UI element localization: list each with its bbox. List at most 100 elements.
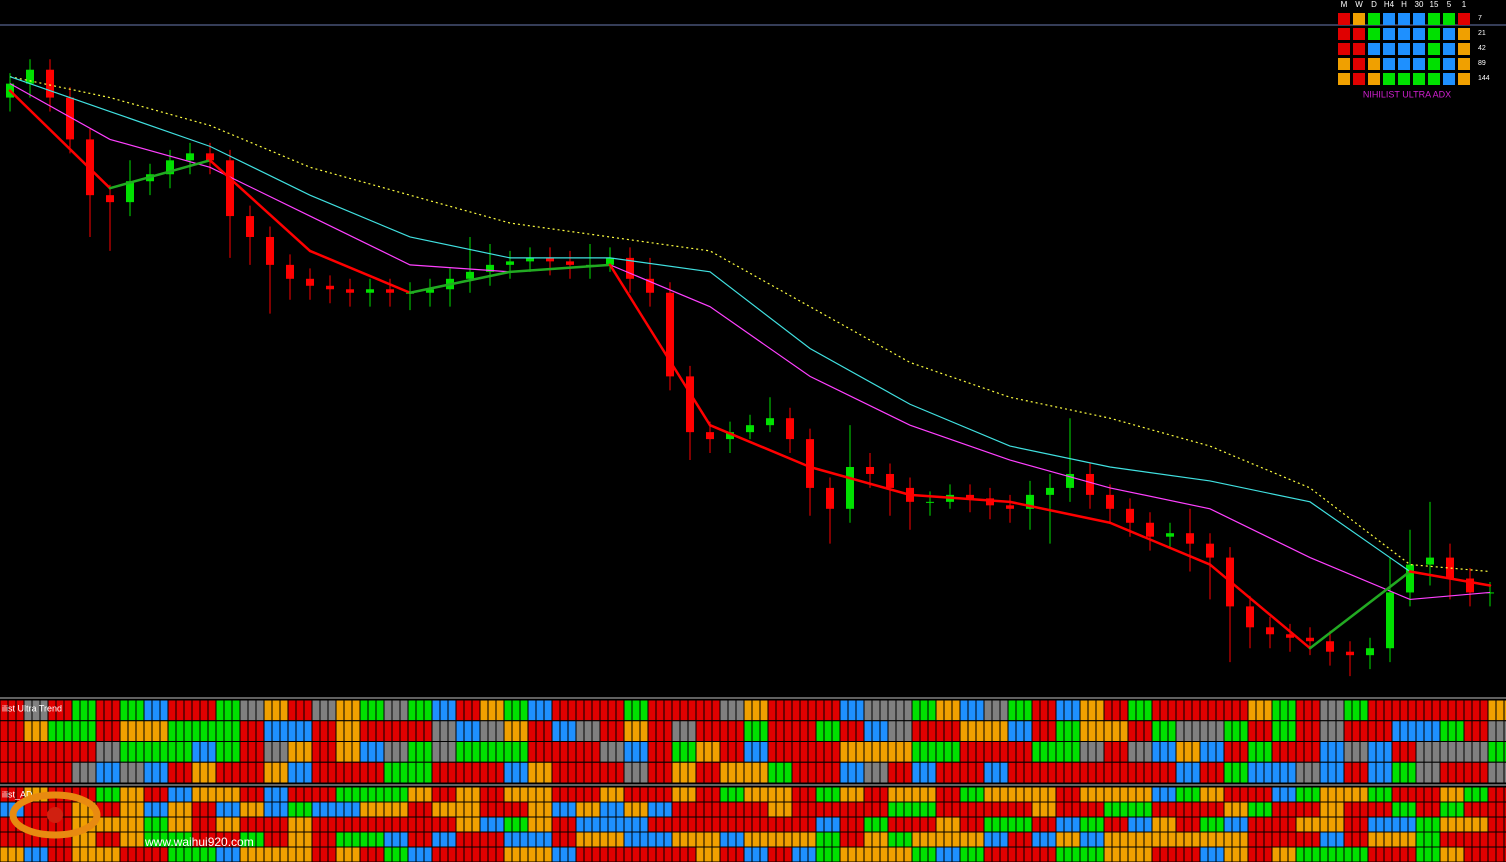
heat-cell [431,699,441,722]
heat-cell [1327,699,1337,722]
heat-cell [319,831,329,848]
heat-cell [375,741,385,763]
heat-cell [1087,720,1097,742]
heat-cell [599,816,609,833]
heat-cell [127,816,137,833]
heat-cell [1351,786,1361,803]
heat-cell [1183,741,1193,763]
heat-cell [1487,699,1497,722]
heat-cell [239,720,249,742]
heat-cell [63,699,73,722]
heat-cell [15,720,25,742]
heat-cell [823,816,833,833]
heat-cell [1447,786,1457,803]
heat-cell [199,699,209,722]
heat-cell [135,816,145,833]
heat-cell [1287,816,1297,833]
heat-cell [919,720,929,742]
heat-cell [1335,720,1345,742]
heat-cell [663,816,673,833]
heat-cell [759,720,769,742]
heat-cell [687,741,697,763]
watermark-logo [9,791,101,839]
heat-cell [879,846,889,862]
heat-cell [1431,699,1441,722]
heat-cell [1079,699,1089,722]
heat-cell [343,699,353,722]
heat-cell [343,720,353,742]
heat-cell [375,699,385,722]
heat-cell [1295,801,1305,818]
heat-cell [1327,846,1337,862]
heat-cell [783,741,793,763]
heat-cell [1439,816,1449,833]
heat-cell [1015,801,1025,818]
heat-cell [1079,720,1089,742]
heat-cell [1399,720,1409,742]
heat-cell [1471,816,1481,833]
heat-cell [1503,816,1506,833]
heat-cell [1055,741,1065,763]
heat-cell [1239,831,1249,848]
heat-cell [1079,741,1089,763]
heat-cell [695,761,705,784]
heat-cell [1087,786,1097,803]
heat-cell [1455,831,1465,848]
heat-cell [1103,786,1113,803]
heat-cell [1039,741,1049,763]
matrix-row-label: 89 [1478,60,1486,67]
heat-cell [175,786,185,803]
heat-cell [1191,720,1201,742]
heat-cell [407,816,417,833]
heat-cell [1399,846,1409,862]
heat-cell [767,786,777,803]
heat-cell [1151,831,1161,848]
heat-cell [1143,761,1153,784]
heat-cell [1423,801,1433,818]
heat-cell [31,846,41,862]
heat-cell [0,831,9,848]
heat-cell [1335,816,1345,833]
heat-cell [759,801,769,818]
heat-cell [1071,741,1081,763]
candle-body [486,264,494,272]
heat-cell [1143,741,1153,763]
heat-cell [871,846,881,862]
heat-cell [815,761,825,784]
heat-cell [1023,786,1033,803]
heat-cell [1463,786,1473,803]
heat-cell [903,831,913,848]
candle-body [1266,627,1274,635]
heat-cell [1407,816,1417,833]
heat-cell [0,816,9,833]
heat-cell [415,816,425,833]
heat-cell [687,720,697,742]
candle-body [626,257,634,279]
heat-cell [791,816,801,833]
heat-cell [1407,831,1417,848]
heat-cell [1279,816,1289,833]
heat-cell [1287,786,1297,803]
heat-cell [943,831,953,848]
heat-cell [1007,846,1017,862]
heat-cell [1183,720,1193,742]
heat-cell [591,741,601,763]
heat-cell [1263,816,1273,833]
heat-cell [47,741,57,763]
heat-cell [367,720,377,742]
heat-cell [671,816,681,833]
heat-cell [1071,816,1081,833]
matrix-cell [1353,73,1365,85]
heat-cell [1183,699,1193,722]
heat-cell [55,761,65,784]
heat-cell [127,699,137,722]
heat-cell [1271,801,1281,818]
heat-cell [583,816,593,833]
heat-cell [1191,801,1201,818]
heat-cell [1039,786,1049,803]
heat-cell [967,801,977,818]
heat-cell [1415,786,1425,803]
heat-cell [1439,741,1449,763]
heat-cell [1239,816,1249,833]
heat-cell [351,761,361,784]
